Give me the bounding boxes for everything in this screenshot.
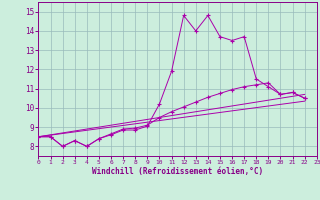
X-axis label: Windchill (Refroidissement éolien,°C): Windchill (Refroidissement éolien,°C) (92, 167, 263, 176)
